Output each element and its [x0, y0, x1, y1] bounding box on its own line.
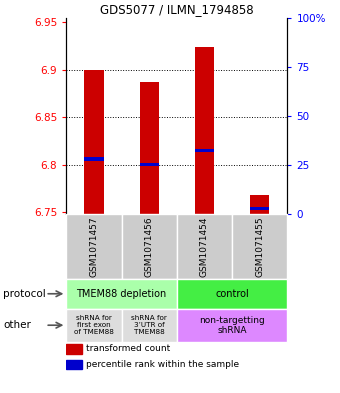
- Bar: [139, 163, 159, 167]
- Text: GSM1071456: GSM1071456: [145, 216, 154, 277]
- Text: protocol: protocol: [3, 289, 46, 299]
- Bar: [66, 279, 177, 309]
- Bar: [66, 309, 122, 342]
- Text: non-targetting
shRNA: non-targetting shRNA: [199, 316, 265, 335]
- Bar: [250, 195, 269, 214]
- Text: transformed count: transformed count: [86, 345, 170, 353]
- Text: GSM1071455: GSM1071455: [255, 216, 264, 277]
- Bar: [177, 309, 287, 342]
- Bar: [177, 214, 232, 279]
- Bar: [66, 360, 82, 369]
- Text: shRNA for
first exon
of TMEM88: shRNA for first exon of TMEM88: [74, 315, 114, 335]
- Text: TMEM88 depletion: TMEM88 depletion: [76, 289, 167, 299]
- Bar: [250, 207, 269, 210]
- Text: control: control: [215, 289, 249, 299]
- Bar: [84, 158, 104, 161]
- Bar: [66, 214, 122, 279]
- Bar: [66, 344, 82, 354]
- Bar: [139, 82, 159, 214]
- Bar: [232, 214, 287, 279]
- Bar: [84, 70, 104, 214]
- Bar: [195, 149, 214, 152]
- Text: other: other: [3, 320, 31, 330]
- Text: percentile rank within the sample: percentile rank within the sample: [86, 360, 239, 369]
- Title: GDS5077 / ILMN_1794858: GDS5077 / ILMN_1794858: [100, 4, 254, 17]
- Text: GSM1071454: GSM1071454: [200, 217, 209, 277]
- Text: GSM1071457: GSM1071457: [89, 216, 98, 277]
- Bar: [195, 47, 214, 214]
- Text: shRNA for
3’UTR of
TMEM88: shRNA for 3’UTR of TMEM88: [131, 315, 167, 335]
- Bar: [122, 214, 177, 279]
- Bar: [122, 309, 177, 342]
- Bar: [177, 279, 287, 309]
